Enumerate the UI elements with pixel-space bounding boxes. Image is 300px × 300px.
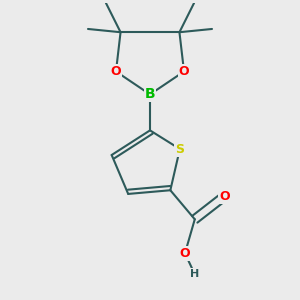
Text: O: O xyxy=(180,247,190,260)
Text: S: S xyxy=(176,142,184,155)
Text: H: H xyxy=(190,269,200,279)
Text: O: O xyxy=(111,65,121,78)
Text: O: O xyxy=(219,190,230,203)
Text: B: B xyxy=(145,87,155,101)
Text: O: O xyxy=(179,65,189,78)
